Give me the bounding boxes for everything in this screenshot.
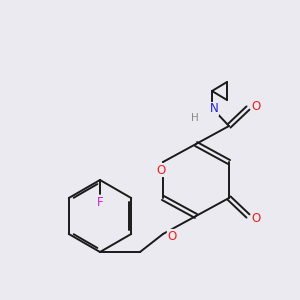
Text: O: O: [156, 164, 166, 176]
Text: O: O: [167, 230, 177, 242]
Text: F: F: [97, 196, 103, 208]
Text: N: N: [210, 103, 218, 116]
Text: O: O: [251, 212, 261, 224]
Text: O: O: [251, 100, 261, 112]
Text: H: H: [191, 113, 199, 123]
